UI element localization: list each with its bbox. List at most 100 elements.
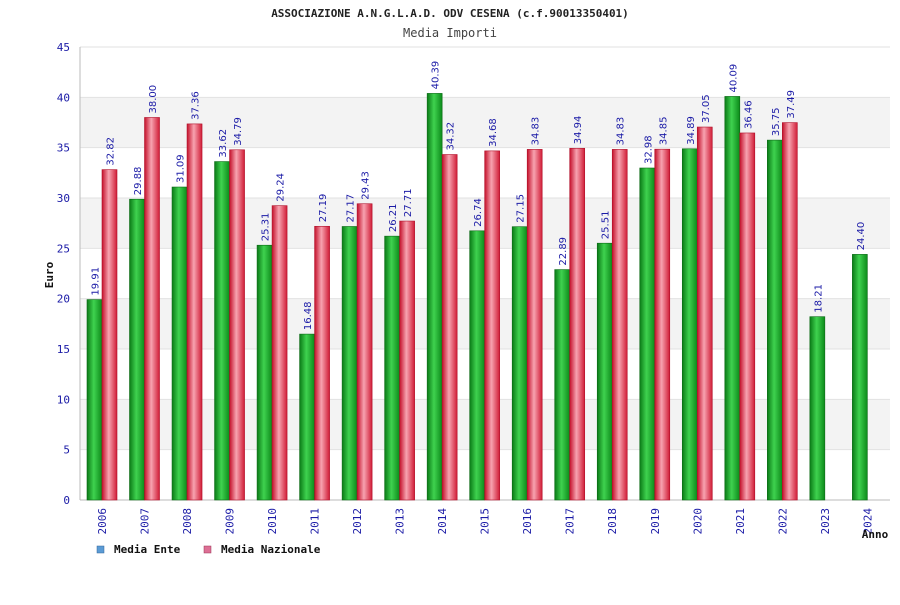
legend-label-media-ente: Media Ente — [114, 543, 181, 556]
x-tick-label: 2008 — [181, 508, 194, 535]
bar-media-nazionale — [101, 169, 118, 501]
data-label: 27.17 — [346, 194, 357, 223]
bar-media-nazionale — [314, 225, 330, 501]
y-tick-label: 35 — [57, 142, 70, 155]
data-label: 29.24 — [276, 173, 287, 202]
data-label: 36.46 — [743, 100, 754, 129]
bar-media-ente — [809, 316, 826, 501]
bar-media-ente — [639, 167, 656, 501]
x-axis-ticks: 2006 2007 2008 2009 2010 2011 2012 2013 2014 2015… — [96, 508, 874, 535]
data-label: 27.15 — [516, 194, 527, 223]
bar-media-ente — [214, 161, 230, 501]
y-tick-label: 45 — [57, 41, 70, 54]
data-label: 34.83 — [616, 117, 627, 146]
y-axis-ticks: 0 5 10 15 20 25 30 35 40 45 — [57, 41, 70, 507]
y-tick-label: 20 — [57, 293, 70, 306]
bar-media-ente — [767, 139, 783, 501]
x-tick-label: 2007 — [139, 508, 152, 535]
data-label: 22.89 — [558, 237, 569, 266]
x-tick-label: 2014 — [436, 508, 449, 535]
x-tick-label: 2015 — [479, 508, 492, 535]
bar-media-ente — [681, 148, 698, 501]
data-label: 27.71 — [403, 188, 414, 217]
data-label: 40.09 — [728, 64, 739, 93]
data-label: 32.82 — [106, 137, 117, 166]
bars — [86, 93, 868, 501]
x-tick-label: 2020 — [691, 508, 704, 535]
y-tick-label: 15 — [57, 343, 70, 356]
y-tick-label: 30 — [57, 192, 70, 205]
bar-media-nazionale — [186, 123, 203, 501]
data-label: 27.19 — [318, 194, 329, 223]
bar-media-nazionale — [271, 205, 288, 501]
bar-media-nazionale — [696, 126, 713, 501]
bar-media-ente — [426, 93, 443, 501]
x-tick-label: 2016 — [521, 508, 534, 535]
bar-media-ente — [86, 299, 103, 501]
chart-subtitle: Media Importi — [403, 26, 497, 40]
bar-media-ente — [129, 198, 145, 501]
bar-media-ente — [384, 235, 400, 501]
bar-media-ente — [256, 244, 273, 501]
bar-media-nazionale — [654, 148, 671, 501]
data-label: 32.98 — [643, 135, 654, 164]
data-label: 34.68 — [488, 118, 499, 147]
bar-media-nazionale — [611, 149, 628, 501]
bar-media-nazionale — [356, 203, 373, 501]
legend-swatch-media-nazionale — [203, 545, 212, 554]
x-tick-label: 2011 — [309, 508, 322, 535]
data-label: 16.48 — [303, 301, 314, 330]
data-label: 29.88 — [133, 167, 144, 196]
bar-media-nazionale — [569, 147, 586, 501]
chart-title: ASSOCIAZIONE A.N.G.L.A.D. ODV CESENA (c.… — [271, 7, 629, 20]
legend-label-media-nazionale: Media Nazionale — [221, 543, 321, 556]
bar-media-nazionale — [229, 149, 245, 501]
data-label: 34.83 — [531, 117, 542, 146]
bar-media-nazionale — [739, 132, 756, 501]
x-tick-label: 2019 — [649, 508, 662, 535]
data-label: 34.89 — [686, 116, 697, 145]
bar-media-ente — [724, 96, 741, 501]
bar-media-nazionale — [144, 117, 160, 501]
data-labels: 19.91 32.82 29.88 38.00 31.09 37.36 33.62 34.79… — [91, 61, 867, 330]
data-label: 31.09 — [176, 154, 187, 183]
x-tick-label: 2017 — [564, 508, 577, 535]
bar-media-ente — [511, 226, 528, 501]
x-tick-label: 2012 — [351, 508, 364, 535]
bar-media-ente — [852, 254, 868, 501]
data-label: 38.00 — [148, 85, 159, 114]
x-tick-label: 2006 — [96, 508, 109, 535]
bar-media-ente — [171, 186, 188, 501]
bar-media-nazionale — [484, 150, 500, 501]
bar-media-nazionale — [399, 220, 415, 501]
x-tick-label: 2018 — [606, 508, 619, 535]
x-tick-label: 2013 — [394, 508, 407, 535]
data-label: 37.05 — [701, 94, 712, 123]
x-tick-label: 2010 — [266, 508, 279, 535]
data-label: 34.94 — [573, 116, 584, 145]
bar-media-ente — [469, 230, 485, 501]
data-label: 26.21 — [388, 204, 399, 233]
data-label: 37.49 — [786, 90, 797, 119]
data-label: 18.21 — [813, 284, 824, 313]
y-tick-label: 10 — [57, 393, 70, 406]
data-label: 35.75 — [771, 107, 782, 136]
data-label: 34.32 — [446, 122, 457, 151]
legend-swatch-media-ente — [96, 545, 105, 554]
data-label: 29.43 — [361, 171, 372, 200]
data-label: 25.31 — [261, 213, 272, 242]
data-label: 26.74 — [473, 198, 484, 227]
x-tick-label: 2021 — [734, 508, 747, 535]
data-label: 24.40 — [856, 222, 867, 251]
data-label: 40.39 — [431, 61, 442, 90]
y-tick-label: 25 — [57, 242, 70, 255]
y-tick-label: 5 — [63, 444, 70, 457]
data-label: 34.85 — [658, 117, 669, 146]
x-tick-label: 2024 — [861, 508, 874, 535]
bar-media-ente — [299, 333, 315, 501]
x-axis-label: Anno — [862, 528, 889, 541]
x-tick-label: 2009 — [224, 508, 237, 535]
x-tick-label: 2023 — [819, 508, 832, 535]
